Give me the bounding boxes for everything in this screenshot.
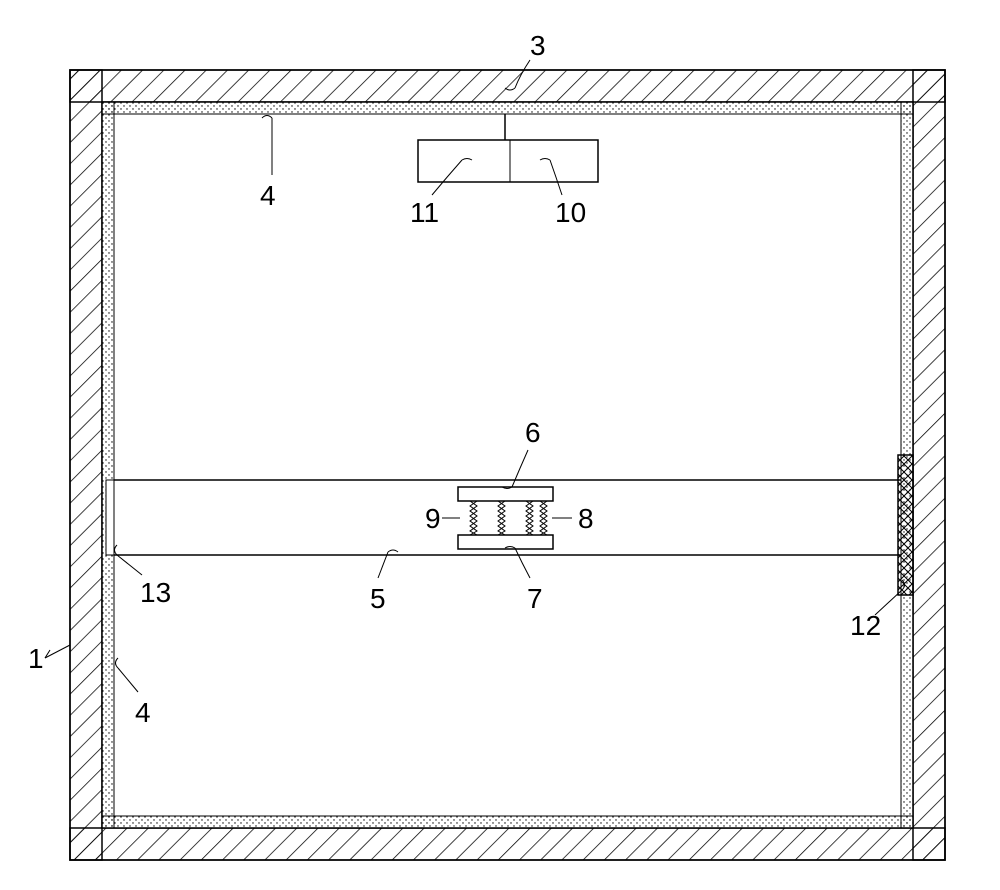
label-12: 12 — [850, 610, 881, 641]
left-wall-hatch — [70, 70, 102, 860]
label-6: 6 — [525, 417, 541, 448]
label-7: 7 — [527, 583, 543, 614]
label-4-left: 4 — [135, 697, 151, 728]
dotted-layer-top — [102, 102, 913, 114]
label-13: 13 — [140, 577, 171, 608]
dotted-layer-left — [102, 102, 114, 828]
label-1: 1 — [28, 643, 44, 674]
label-4-top: 4 — [260, 180, 276, 211]
bottom-plate — [458, 535, 553, 549]
label-5: 5 — [370, 583, 386, 614]
dotted-layer-bottom — [102, 816, 913, 828]
right-block — [898, 455, 913, 595]
label-9: 9 — [425, 503, 441, 534]
technical-diagram: 1 3 4 4 5 6 7 8 9 10 — [0, 0, 1000, 890]
inner-cavity — [114, 114, 901, 816]
label-11: 11 — [410, 197, 439, 228]
right-wall-hatch — [913, 70, 945, 860]
label-10: 10 — [555, 197, 586, 228]
top-box — [418, 140, 598, 182]
label-3: 3 — [530, 30, 546, 61]
top-wall-hatch — [70, 70, 945, 102]
top-plate — [458, 487, 553, 501]
label-8: 8 — [578, 503, 594, 534]
left-notch — [106, 480, 114, 555]
bottom-wall-hatch — [70, 828, 945, 860]
